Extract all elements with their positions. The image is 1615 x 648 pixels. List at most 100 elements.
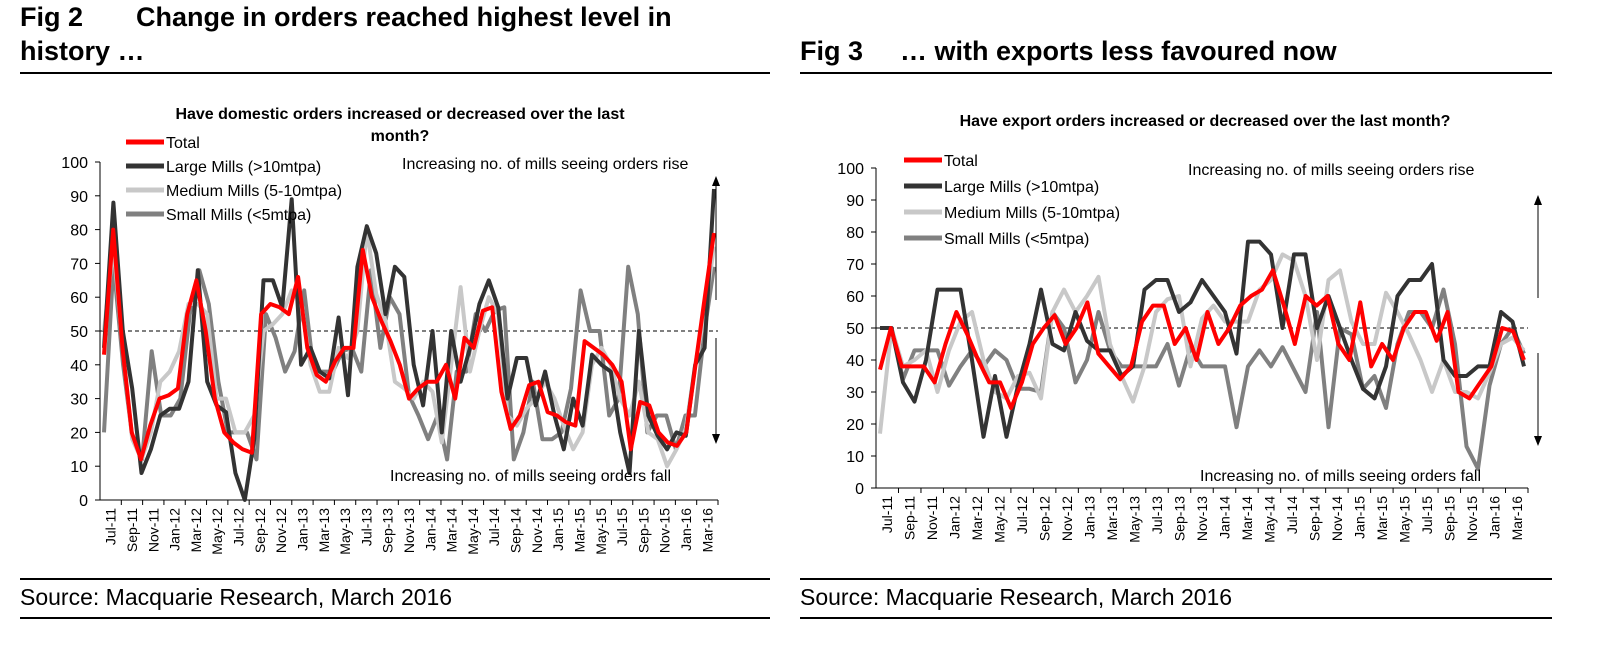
series-line-large-mills-10mtpa bbox=[880, 239, 1526, 439]
series-line-total bbox=[878, 268, 1526, 410]
annotation-bottom: Increasing no. of mills seeing orders fa… bbox=[1200, 468, 1481, 485]
arrow-up-head bbox=[712, 176, 720, 186]
figure-3-title-line1: … with exports less favoured now bbox=[900, 36, 1337, 66]
x-tick-label: May-13 bbox=[337, 508, 353, 555]
x-tick-label: Sep-15 bbox=[635, 508, 651, 553]
x-tick-label: Nov-13 bbox=[1194, 496, 1210, 541]
x-tick-label: Mar-12 bbox=[188, 508, 204, 553]
y-tick-label: 100 bbox=[61, 155, 88, 172]
x-tick-label: Nov-14 bbox=[529, 508, 545, 553]
y-tick-label: 30 bbox=[846, 385, 864, 402]
legend-label-large-mills-10mtpa: Large Mills (>10mtpa) bbox=[166, 159, 321, 176]
x-tick-label: Jan-15 bbox=[550, 508, 566, 551]
x-tick-label: Jul-13 bbox=[358, 508, 374, 546]
x-tick-label: Jul-13 bbox=[1149, 496, 1165, 534]
figure-3-source: Source: Macquarie Research, March 2016 bbox=[800, 584, 1233, 610]
x-tick-label: Sep-15 bbox=[1441, 496, 1457, 541]
legend-label-small-mills-5mtpa: Small Mills (<5mtpa) bbox=[166, 207, 311, 224]
x-tick-label: Jul-12 bbox=[231, 508, 247, 546]
source-divider-top bbox=[800, 578, 1552, 580]
figure-2-title: Fig 2 Change in orders reached highest le… bbox=[20, 0, 672, 34]
y-tick-label: 90 bbox=[70, 189, 88, 206]
annotation-top: Increasing no. of mills seeing orders ri… bbox=[402, 156, 688, 173]
export-orders-chart: Have export orders increased or decrease… bbox=[837, 113, 1542, 543]
x-tick-label: Jul-14 bbox=[486, 508, 502, 546]
figure-2-source: Source: Macquarie Research, March 2016 bbox=[20, 584, 453, 610]
x-tick-label: Jan-12 bbox=[167, 508, 183, 551]
y-tick-label: 50 bbox=[70, 324, 88, 341]
y-tick-label: 90 bbox=[846, 193, 864, 210]
annotation-bottom: Increasing no. of mills seeing orders fa… bbox=[390, 468, 671, 485]
y-tick-label: 70 bbox=[846, 257, 864, 274]
figure-3-title: Fig 3 … with exports less favoured now bbox=[800, 34, 1337, 68]
legend-label-small-mills-5mtpa: Small Mills (<5mtpa) bbox=[944, 231, 1089, 248]
source-divider-top bbox=[20, 578, 770, 580]
y-tick-label: 100 bbox=[837, 161, 864, 178]
x-tick-label: Sep-11 bbox=[124, 508, 140, 552]
x-tick-label: Sep-11 bbox=[902, 496, 918, 540]
figure-2-title-line1: Change in orders reached highest level i… bbox=[136, 2, 672, 32]
series-line-total bbox=[102, 227, 716, 462]
y-tick-label: 80 bbox=[70, 223, 88, 240]
x-tick-label: May-14 bbox=[465, 508, 481, 555]
y-tick-label: 80 bbox=[846, 225, 864, 242]
x-tick-label: Mar-13 bbox=[1104, 496, 1120, 541]
x-tick-label: Mar-12 bbox=[969, 496, 985, 541]
y-tick-label: 20 bbox=[846, 417, 864, 434]
legend-label-large-mills-10mtpa: Large Mills (>10mtpa) bbox=[944, 179, 1099, 196]
y-tick-label: 30 bbox=[70, 392, 88, 409]
x-tick-label: May-13 bbox=[1127, 496, 1143, 543]
source-divider-bottom bbox=[20, 617, 770, 619]
figure-3-panel: Fig 3 … with exports less favoured now Ha… bbox=[800, 0, 1615, 648]
x-tick-label: Nov-15 bbox=[657, 508, 673, 553]
x-tick-label: Jan-14 bbox=[422, 508, 438, 551]
x-tick-label: Jul-15 bbox=[1419, 496, 1435, 534]
x-tick-label: May-15 bbox=[1396, 496, 1412, 543]
x-tick-label: May-14 bbox=[1261, 496, 1277, 543]
arrow-down-head bbox=[1534, 436, 1542, 446]
x-tick-label: Nov-13 bbox=[401, 508, 417, 553]
figure-2-number: Fig 2 bbox=[20, 2, 84, 32]
y-tick-label: 40 bbox=[70, 358, 88, 375]
y-tick-label: 50 bbox=[846, 321, 864, 338]
series-line-medium-mills-5-10mtpa bbox=[878, 252, 1526, 434]
legend-label-total: Total bbox=[166, 135, 200, 152]
x-tick-label: Jul-14 bbox=[1284, 496, 1300, 534]
legend-label-medium-mills-5-10mtpa: Medium Mills (5-10mtpa) bbox=[166, 183, 342, 200]
y-tick-label: 70 bbox=[70, 256, 88, 273]
domestic-orders-chart: Have domestic orders increased or decrea… bbox=[61, 106, 720, 555]
x-tick-label: Mar-16 bbox=[699, 508, 715, 553]
legend-label-medium-mills-5-10mtpa: Medium Mills (5-10mtpa) bbox=[944, 205, 1120, 222]
y-tick-label: 60 bbox=[70, 290, 88, 307]
x-tick-label: Sep-13 bbox=[380, 508, 396, 553]
x-tick-label: Nov-14 bbox=[1329, 496, 1345, 541]
x-tick-label: Nov-11 bbox=[924, 496, 940, 540]
arrow-up-head bbox=[1534, 195, 1542, 205]
chart-title: Have export orders increased or decrease… bbox=[960, 113, 1451, 130]
legend-label-total: Total bbox=[944, 153, 978, 170]
y-tick-label: 20 bbox=[70, 425, 88, 442]
y-tick-label: 60 bbox=[846, 289, 864, 306]
x-tick-label: Nov-12 bbox=[273, 508, 289, 553]
figure-3-number: Fig 3 bbox=[800, 36, 864, 66]
figure-2-title-line2: history … bbox=[20, 36, 145, 66]
annotation-top: Increasing no. of mills seeing orders ri… bbox=[1188, 162, 1474, 179]
x-tick-label: Mar-16 bbox=[1509, 496, 1525, 541]
x-tick-label: Mar-15 bbox=[1374, 496, 1390, 541]
x-tick-label: Mar-14 bbox=[1239, 496, 1255, 541]
x-tick-label: Jan-12 bbox=[947, 496, 963, 539]
title-divider bbox=[800, 72, 1552, 74]
arrow-down-head bbox=[712, 434, 720, 444]
x-tick-label: Jan-14 bbox=[1216, 496, 1232, 539]
chart-title: Have domestic orders increased or decrea… bbox=[175, 106, 625, 123]
x-tick-label: Sep-12 bbox=[252, 508, 268, 553]
x-tick-label: Sep-14 bbox=[1306, 496, 1322, 541]
title-divider bbox=[20, 72, 770, 74]
x-tick-label: Jul-11 bbox=[879, 496, 895, 533]
x-tick-label: May-15 bbox=[593, 508, 609, 555]
y-tick-label: 40 bbox=[846, 353, 864, 370]
x-tick-label: Sep-14 bbox=[508, 508, 524, 553]
x-tick-label: Mar-15 bbox=[571, 508, 587, 553]
x-tick-label: Mar-14 bbox=[444, 508, 460, 553]
x-tick-label: Jan-15 bbox=[1351, 496, 1367, 539]
